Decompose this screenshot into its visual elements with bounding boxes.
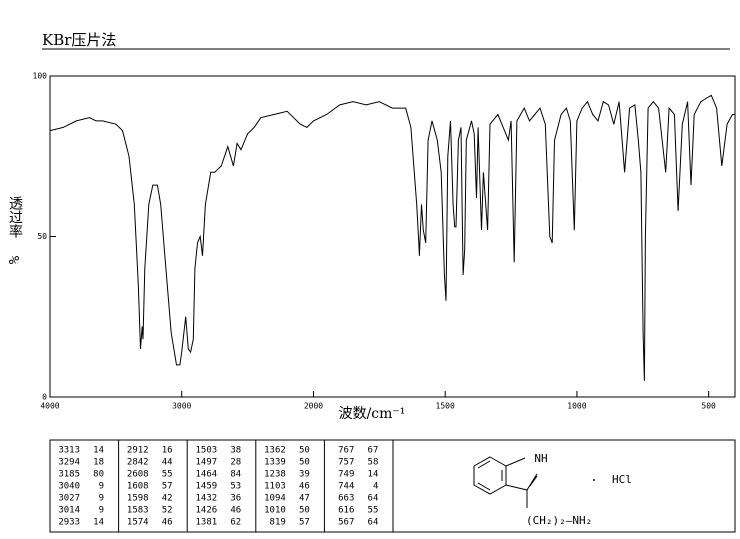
peak-transmittance: 28 xyxy=(230,458,241,468)
peak-transmittance: 67 xyxy=(368,446,379,456)
peak-wavenumber: 663 xyxy=(338,494,354,504)
peak-wavenumber: 3040 xyxy=(58,482,80,492)
nh-label: NH xyxy=(534,452,547,465)
peak-transmittance: 42 xyxy=(162,494,173,504)
peak-wavenumber: 2933 xyxy=(58,518,80,528)
indole-bonds xyxy=(473,456,538,508)
peak-transmittance: 46 xyxy=(230,506,241,516)
x-tick-label: 1500 xyxy=(436,402,455,411)
peak-transmittance: 62 xyxy=(230,518,241,528)
peak-wavenumber: 1094 xyxy=(264,494,286,504)
peak-wavenumber: 744 xyxy=(338,482,354,492)
y-tick-label: 0 xyxy=(42,393,47,402)
peak-wavenumber: 1238 xyxy=(264,470,286,480)
peak-wavenumber: 616 xyxy=(338,506,354,516)
peak-transmittance: 36 xyxy=(230,494,241,504)
peak-wavenumber: 1362 xyxy=(264,446,286,456)
peak-transmittance: 80 xyxy=(93,470,104,480)
peak-transmittance: 14 xyxy=(93,446,104,456)
side-chain-label: (CH₂)₂—NH₂ xyxy=(526,514,592,527)
peak-wavenumber: 819 xyxy=(270,518,286,528)
peak-transmittance: 16 xyxy=(162,446,173,456)
peak-transmittance: 53 xyxy=(230,482,241,492)
peak-transmittance: 55 xyxy=(162,470,173,480)
peak-wavenumber: 1339 xyxy=(264,458,286,468)
peak-wavenumber: 2608 xyxy=(127,470,149,480)
plot-frame xyxy=(49,75,736,398)
peak-wavenumber: 749 xyxy=(338,470,354,480)
peak-transmittance: 9 xyxy=(99,506,104,516)
salt-label: HCl xyxy=(612,473,632,486)
x-tick-label: 2000 xyxy=(304,402,323,411)
salt-dot xyxy=(593,479,595,481)
peak-wavenumber: 1574 xyxy=(127,518,149,528)
peak-wavenumber: 1503 xyxy=(196,446,218,456)
peak-wavenumber: 1381 xyxy=(196,518,218,528)
peak-transmittance: 14 xyxy=(368,470,379,480)
peak-wavenumber: 1103 xyxy=(264,482,286,492)
peak-wavenumber: 3027 xyxy=(58,494,80,504)
peak-wavenumber: 3313 xyxy=(58,446,80,456)
peak-wavenumber: 1010 xyxy=(264,506,286,516)
peak-wavenumber: 1608 xyxy=(127,482,149,492)
peak-transmittance: 64 xyxy=(368,494,379,504)
peak-wavenumber: 3185 xyxy=(58,470,80,480)
y-axis-unit: % xyxy=(7,255,23,264)
peak-transmittance: 58 xyxy=(368,458,379,468)
peak-wavenumber: 1426 xyxy=(196,506,218,516)
peak-transmittance: 46 xyxy=(299,482,310,492)
peak-transmittance: 9 xyxy=(99,494,104,504)
peak-transmittance: 18 xyxy=(93,458,104,468)
peak-transmittance: 57 xyxy=(162,482,173,492)
peak-transmittance: 50 xyxy=(299,458,310,468)
y-tick-label: 50 xyxy=(37,232,47,241)
peak-wavenumber: 757 xyxy=(338,458,354,468)
peak-wavenumber: 1459 xyxy=(196,482,218,492)
peak-wavenumber: 3294 xyxy=(58,458,80,468)
peak-transmittance: 47 xyxy=(299,494,310,504)
peak-transmittance: 4 xyxy=(373,482,378,492)
peak-wavenumber: 1598 xyxy=(127,494,149,504)
peak-wavenumber: 567 xyxy=(338,518,354,528)
peak-transmittance: 46 xyxy=(162,518,173,528)
peak-transmittance: 64 xyxy=(368,518,379,528)
peak-wavenumber: 767 xyxy=(338,446,354,456)
structure-drawing: NH (CH₂)₂—NH₂ HCl xyxy=(473,452,632,527)
x-axis-label: 波数/cm⁻¹ xyxy=(339,406,406,422)
peak-transmittance: 57 xyxy=(299,518,310,528)
x-tick-label: 4000 xyxy=(40,402,59,411)
peak-wavenumber: 1432 xyxy=(196,494,218,504)
peak-transmittance: 38 xyxy=(230,446,241,456)
peak-wavenumber: 2912 xyxy=(127,446,149,456)
peak-wavenumber: 2842 xyxy=(127,458,149,468)
peak-transmittance: 14 xyxy=(93,518,104,528)
peak-transmittance: 50 xyxy=(299,506,310,516)
peak-transmittance: 50 xyxy=(299,446,310,456)
peak-transmittance: 84 xyxy=(230,470,241,480)
peak-transmittance: 39 xyxy=(299,470,310,480)
x-tick-label: 3000 xyxy=(172,402,191,411)
peak-wavenumber: 1583 xyxy=(127,506,149,516)
peak-wavenumber: 1464 xyxy=(196,470,218,480)
peak-transmittance: 9 xyxy=(99,482,104,492)
spectrum-line xyxy=(49,94,735,381)
peak-transmittance: 44 xyxy=(162,458,173,468)
peak-transmittance: 55 xyxy=(368,506,379,516)
y-tick-label: 100 xyxy=(33,72,48,81)
peak-transmittance: 52 xyxy=(162,506,173,516)
chart-title: KBr压片法 xyxy=(42,31,116,49)
peak-wavenumber: 1497 xyxy=(196,458,218,468)
x-tick-label: 500 xyxy=(701,402,716,411)
peak-wavenumber: 3014 xyxy=(58,506,80,516)
y-axis-label: 透过率 xyxy=(7,196,23,238)
x-tick-label: 1000 xyxy=(567,402,586,411)
